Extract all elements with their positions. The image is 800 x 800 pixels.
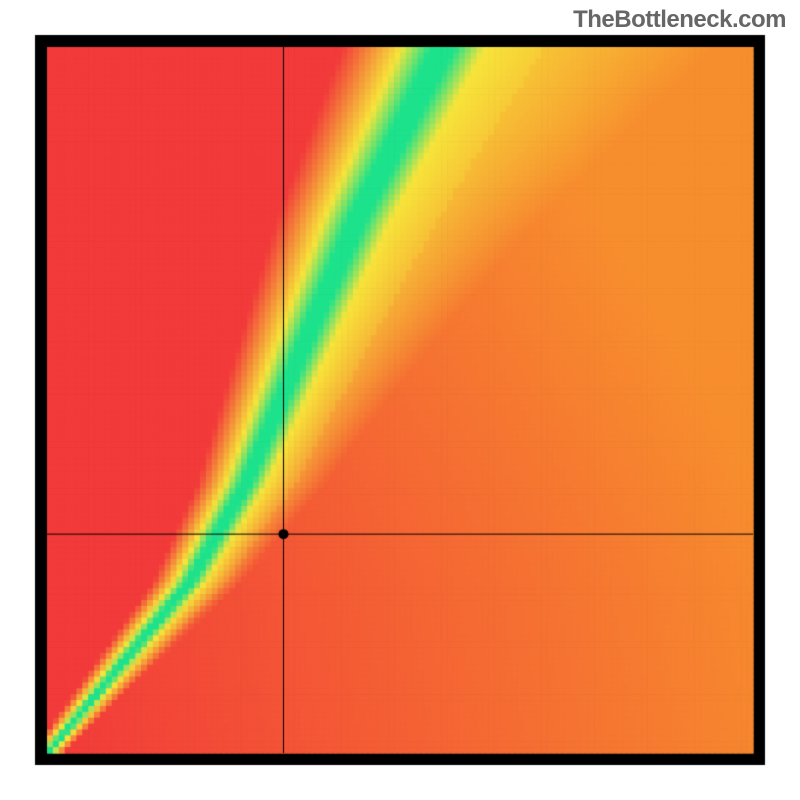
heatmap-canvas — [0, 0, 800, 800]
chart-container: TheBottleneck.com — [0, 0, 800, 800]
watermark-text: TheBottleneck.com — [573, 6, 786, 34]
